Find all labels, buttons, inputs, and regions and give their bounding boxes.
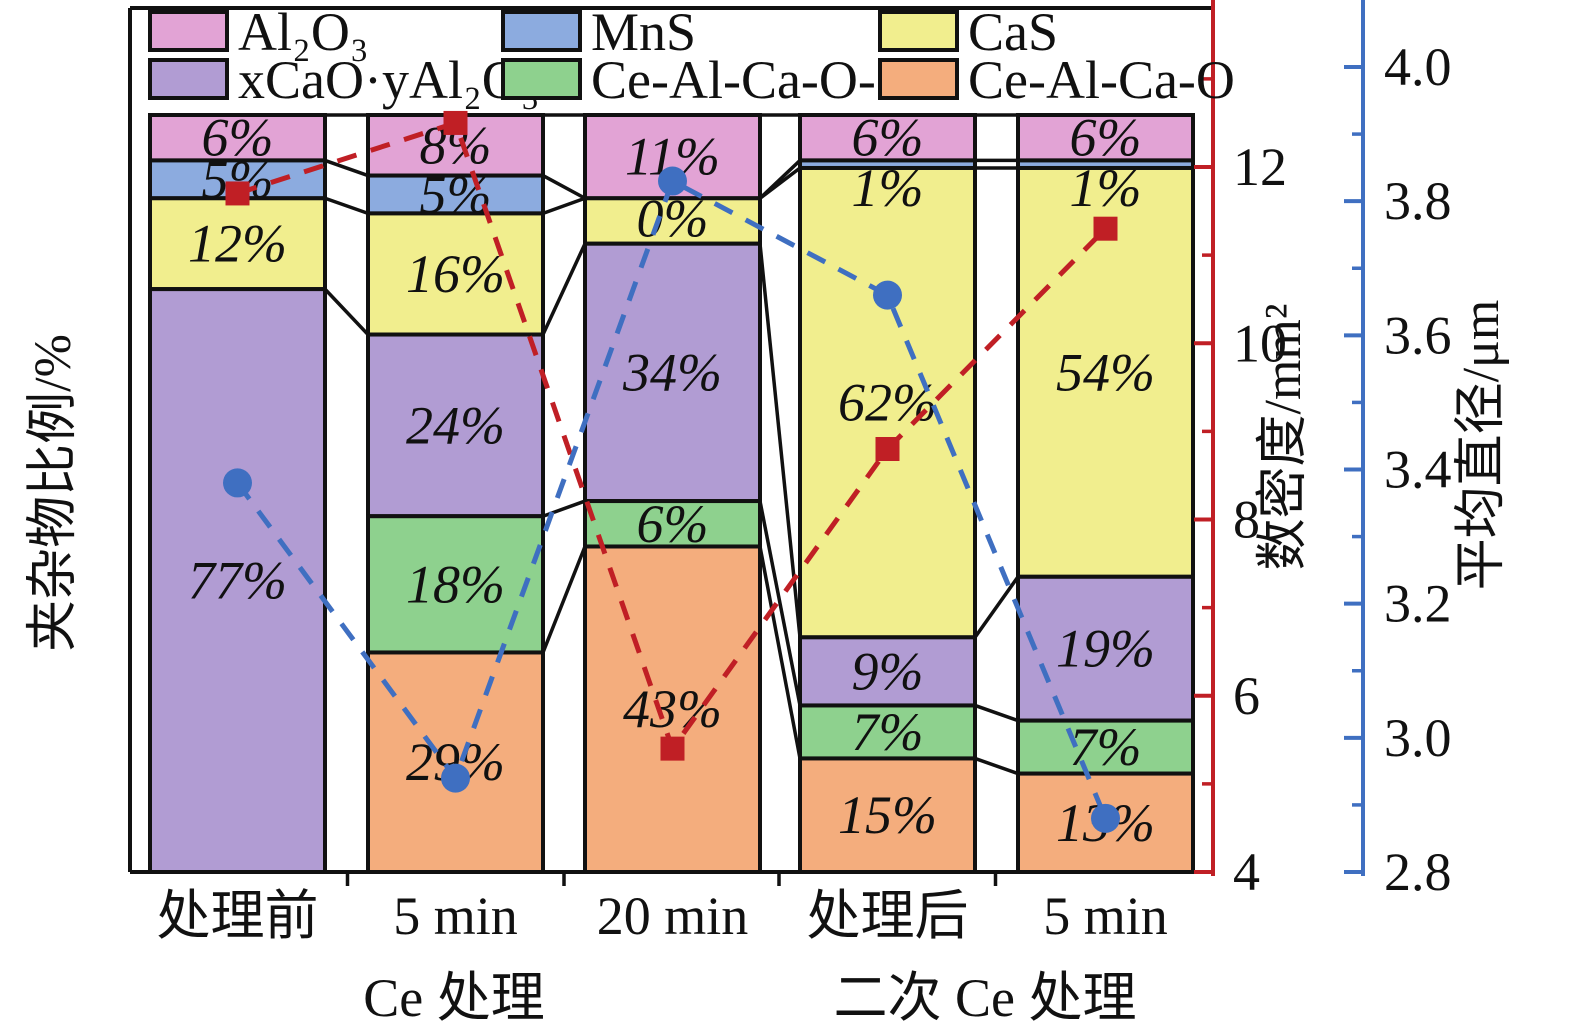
bar-segment-Ce-Al-Ca-O-S	[366, 514, 545, 655]
bar-segment-label: 6%	[637, 494, 709, 554]
bar-segment-label: 43%	[623, 679, 722, 739]
connector-line	[758, 546, 802, 759]
bar-segment-label: 54%	[1056, 342, 1155, 402]
legend-swatch	[878, 10, 959, 52]
connector-line	[541, 545, 587, 654]
connector-line	[973, 575, 1020, 639]
connector-line	[758, 500, 802, 706]
connector-line	[758, 243, 802, 638]
bar-segment-Ce-Al-Ca-O	[798, 756, 977, 875]
bar-segment-label: 6%	[1070, 108, 1142, 168]
diameter-marker	[441, 763, 470, 793]
bar-segment-label: 16%	[406, 244, 505, 304]
bar-segment-xCaO·yAl₂O₃	[583, 241, 762, 504]
left-axis-title: 夹杂物比例/%	[25, 334, 82, 652]
connector-line	[974, 756, 1019, 776]
connector-line	[542, 196, 586, 216]
bar-segment-label: 7%	[1070, 717, 1142, 777]
bar-segment-label: 7%	[852, 702, 924, 762]
diameter-axis-tick-label: 3.0	[1384, 708, 1452, 768]
bar-segment-label: 6%	[202, 108, 274, 168]
bar-segment-xCaO·yAl₂O₃	[798, 635, 977, 708]
density-marker	[443, 110, 468, 135]
legend-label: xCaO·yAl₂O₃	[238, 50, 540, 110]
bar-segment-label: 6%	[852, 108, 924, 168]
bar-segment-label: 0%	[637, 188, 709, 248]
x-axis-label: 5 min	[1043, 886, 1168, 946]
diameter-marker	[1091, 803, 1120, 833]
connector-line	[324, 196, 369, 216]
legend-swatch	[148, 10, 229, 52]
diameter-axis-tick-label: 3.8	[1384, 171, 1452, 231]
density-axis-tick-label: 12	[1233, 137, 1287, 197]
bar-segment-label: 1%	[1070, 158, 1142, 218]
connector-line	[324, 158, 369, 178]
diameter-marker	[223, 468, 252, 498]
density-marker	[875, 437, 900, 461]
bar-segment-label: 62%	[838, 373, 937, 433]
density-marker	[1093, 216, 1118, 241]
bar-segment-label: 9%	[852, 641, 924, 701]
legend-label: CaS	[968, 2, 1058, 62]
x-axis-label: 20 min	[597, 886, 749, 946]
bar-segment-label: 12%	[188, 214, 287, 274]
bar-segment-label: 77%	[188, 551, 287, 611]
x-axis-label: 处理前	[157, 886, 319, 946]
density-axis-tick-label: 4	[1233, 842, 1260, 902]
connector-line	[323, 287, 370, 336]
bar-segment-Ce-Al-Ca-O-S	[1016, 718, 1195, 776]
legend-swatch	[148, 58, 229, 100]
connector-line	[541, 242, 587, 336]
bar-segment-label: 24%	[406, 395, 505, 455]
diameter-axis-tick-label: 4.0	[1384, 37, 1452, 97]
density-axis-tick-label: 8	[1233, 490, 1260, 550]
legend-label: MnS	[591, 2, 696, 62]
density-marker	[660, 736, 685, 761]
bar-segment-Ce-Al-Ca-O	[366, 650, 545, 874]
diameter-axis-tick-label: 3.4	[1384, 440, 1452, 500]
x-axis-label: 处理后	[807, 886, 969, 946]
bar-segment-xCaO·yAl₂O₃	[1016, 574, 1195, 723]
bar-segment-label: 1%	[852, 158, 924, 218]
bar-segment-xCaO·yAl₂O₃	[148, 287, 327, 874]
x-axis-group-label: 二次 Ce 处理	[834, 968, 1137, 1028]
diameter-axis-title: 平均直径/μm	[1453, 300, 1510, 591]
x-axis-group-label: Ce 处理	[363, 968, 545, 1028]
connector-line	[542, 174, 586, 200]
legend-swatch	[878, 58, 959, 100]
bar-segment-Al₂O₃	[148, 113, 327, 163]
legend-swatch	[501, 10, 582, 52]
density-axis-tick-label: 6	[1233, 666, 1260, 726]
bar-segment-xCaO·yAl₂O₃	[366, 332, 545, 519]
bar-segment-CaS	[148, 196, 327, 292]
bar-segment-label: 15%	[838, 785, 937, 845]
density-axis-tick-label: 10	[1233, 313, 1287, 373]
diameter-axis-tick-label: 3.2	[1384, 574, 1452, 634]
bar-segment-Ce-Al-Ca-O-S	[798, 703, 977, 761]
bar-segment-CaS	[798, 165, 977, 640]
bar-segment-label: 19%	[1056, 619, 1155, 679]
bar-segment-label: 18%	[406, 554, 505, 614]
legend-label: Ce-Al-Ca-O	[968, 50, 1235, 110]
connector-line	[758, 166, 802, 200]
bar-segment-Ce-Al-Ca-O	[583, 544, 762, 874]
density-marker	[225, 181, 250, 206]
bar-segment-label: 5%	[420, 164, 492, 224]
bar-segment-label: 34%	[622, 342, 722, 402]
diameter-marker	[658, 166, 687, 196]
diameter-axis-tick-label: 2.8	[1384, 842, 1452, 902]
legend-label: Al₂O₃	[238, 2, 369, 62]
connector-line	[974, 703, 1019, 723]
density-axis-title: 数密度/mm²	[1255, 304, 1312, 571]
diameter-axis-tick-label: 3.6	[1384, 305, 1452, 365]
bar-segment-CaS	[583, 196, 762, 246]
legend-swatch	[501, 58, 582, 100]
diameter-marker	[873, 280, 902, 310]
bar-segment-CaS	[366, 211, 545, 337]
x-axis-label: 5 min	[393, 886, 518, 946]
bar-segment-Ce-Al-Ca-O-S	[583, 499, 762, 549]
legend-label: Ce-Al-Ca-O-S	[591, 50, 906, 110]
